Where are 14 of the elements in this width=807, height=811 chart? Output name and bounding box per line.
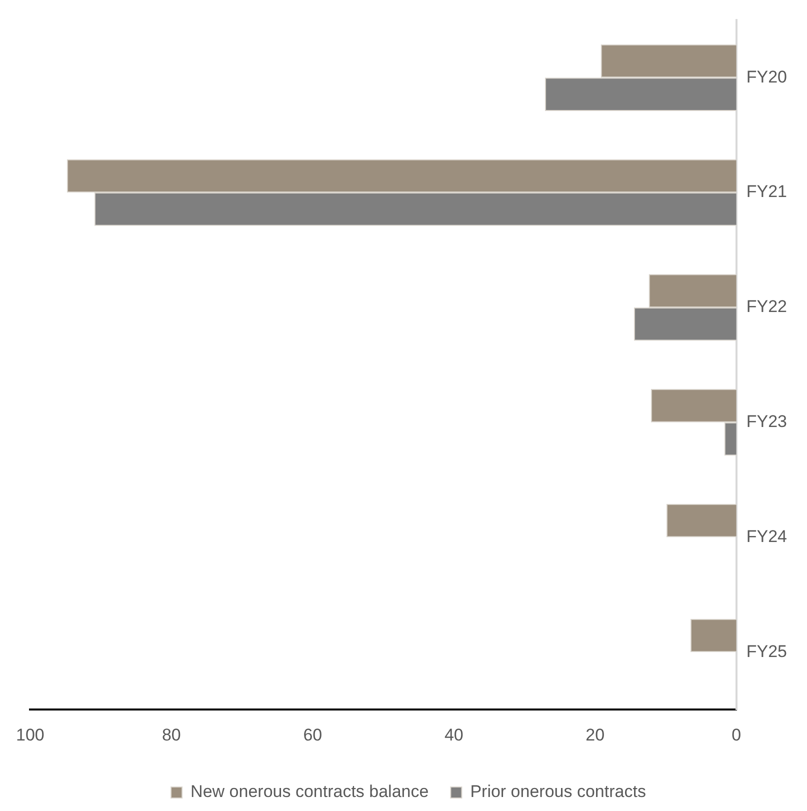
x-tick-label: 20 (586, 725, 605, 744)
y-tick-label: FY21 (746, 182, 788, 202)
y-tick-label: FY24 (746, 526, 788, 546)
y-tick-label: FY23 (746, 412, 788, 432)
x-tick-label: 80 (162, 725, 181, 744)
x-tick-label: 100 (16, 725, 44, 744)
legend-label: New onerous contracts balance (190, 782, 429, 802)
x-tick-label: 60 (303, 725, 322, 744)
y-tick-label: FY25 (746, 642, 788, 661)
legend-label: Prior onerous contracts (470, 782, 646, 802)
y-tick-label: FY22 (746, 297, 788, 316)
x-tick-label: 40 (444, 725, 464, 744)
y-tick-label: FY20 (746, 67, 788, 86)
x-tick-label: 0 (732, 725, 742, 744)
